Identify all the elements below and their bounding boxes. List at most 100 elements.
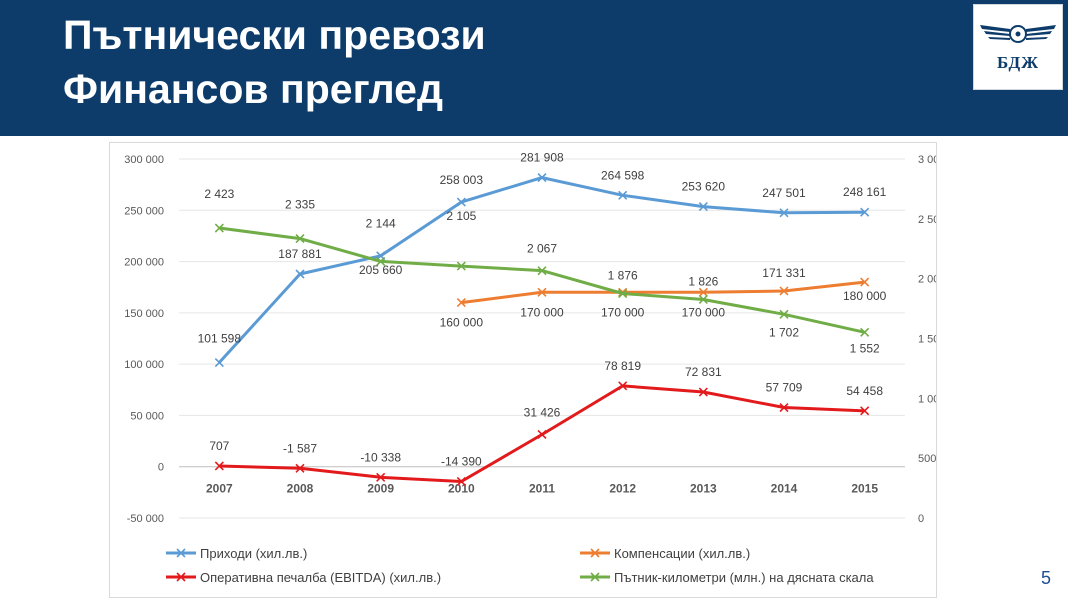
slide-title-line-1: Пътнически превози <box>63 12 486 58</box>
x-tick-label: 2011 <box>529 482 555 496</box>
series-marker <box>214 223 224 233</box>
data-label: 1 702 <box>769 325 799 339</box>
series-marker <box>295 463 305 473</box>
y-right-tick-label: 2 500 <box>918 214 936 226</box>
y-right-tick-label: 500 <box>918 453 936 465</box>
y-right-tick-label: 0 <box>918 513 924 525</box>
series-marker <box>860 207 870 217</box>
legend-label: Приходи (хил.лв.) <box>200 546 307 561</box>
x-tick-label: 2008 <box>287 482 314 496</box>
data-label: 170 000 <box>520 305 564 319</box>
y-left-tick-label: 250 000 <box>124 205 164 217</box>
data-label: 180 000 <box>843 289 887 303</box>
data-label: -1 587 <box>283 441 317 455</box>
data-label: 2 067 <box>527 242 557 256</box>
x-tick-label: 2007 <box>206 482 233 496</box>
y-left-tick-label: 0 <box>158 462 164 474</box>
data-label: 187 881 <box>278 247 322 261</box>
legend-marker <box>176 548 186 558</box>
data-label: 170 000 <box>682 305 726 319</box>
y-left-tick-label: 100 000 <box>124 359 164 371</box>
legend-marker <box>590 572 600 582</box>
series-marker <box>618 190 628 200</box>
slide-header: Пътнически превози Финансов преглед БДЖ <box>0 0 1068 136</box>
y-left-tick-label: -50 000 <box>127 513 164 525</box>
y-right-tick-label: 3 000 <box>918 154 936 166</box>
legend-label: Компенсации (хил.лв.) <box>614 546 750 561</box>
series-marker <box>295 234 305 244</box>
x-tick-label: 2012 <box>609 482 636 496</box>
winged-wheel-logo-icon <box>980 25 1056 43</box>
chart-area: -50 000 0 50 000 100 000 150 000 200 000 250 0… <box>109 142 937 598</box>
series-marker <box>537 429 547 440</box>
series-marker <box>214 357 224 368</box>
legend-marker <box>176 572 186 582</box>
logo-text: БДЖ <box>996 53 1040 72</box>
data-label: 2 144 <box>366 216 396 230</box>
x-tick-label: 2014 <box>771 482 798 496</box>
data-label: 1 552 <box>850 341 880 355</box>
x-tick-label: 2013 <box>690 482 717 496</box>
series-marker <box>537 172 547 183</box>
series-marker <box>860 277 870 287</box>
series-marker <box>779 402 789 413</box>
data-label: 170 000 <box>601 305 645 319</box>
data-label: 205 660 <box>359 263 403 277</box>
line-chart: -50 000 0 50 000 100 000 150 000 200 000 250 0… <box>124 151 936 585</box>
data-label: 248 161 <box>843 185 887 199</box>
legend-label: Пътник-километри (млн.) на дясната скала <box>614 570 874 585</box>
series-marker <box>779 286 789 296</box>
data-label: 258 003 <box>440 173 484 187</box>
series-marker <box>698 387 708 397</box>
y-left-tick-label: 50 000 <box>130 410 164 422</box>
y-right-tick-label: 2 000 <box>918 274 936 286</box>
data-label: 101 598 <box>198 332 242 346</box>
series-marker <box>295 269 305 279</box>
data-label: 1 876 <box>608 269 638 283</box>
data-label: 54 458 <box>846 384 883 398</box>
data-label: 264 598 <box>601 168 645 182</box>
bdz-logo: БДЖ <box>973 4 1063 90</box>
data-label: 2 335 <box>285 198 315 212</box>
data-label: 78 819 <box>604 359 641 373</box>
series-marker <box>376 256 386 267</box>
series-marker <box>779 309 789 319</box>
series-marker <box>860 327 870 337</box>
data-label: 707 <box>209 439 229 453</box>
data-label: -10 338 <box>360 450 401 464</box>
page-number: 5 <box>1041 568 1052 588</box>
series-marker <box>456 298 466 308</box>
series-marker <box>698 287 708 297</box>
data-label: 72 831 <box>685 365 722 379</box>
data-label: 247 501 <box>762 186 806 200</box>
data-label: 1 826 <box>688 274 718 288</box>
slide-title-line-2: Финансов преглед <box>63 66 443 112</box>
data-label: 160 000 <box>440 316 484 330</box>
series-marker <box>537 266 547 276</box>
y-right-tick-label: 1 000 <box>918 393 936 405</box>
data-label: 57 709 <box>766 381 803 395</box>
series-marker <box>618 288 628 299</box>
data-label: 2 423 <box>204 187 234 201</box>
y-left-tick-label: 300 000 <box>124 154 164 166</box>
series-marker <box>214 461 224 471</box>
series-line <box>461 280 865 305</box>
series-marker <box>860 406 870 416</box>
x-tick-label: 2009 <box>367 482 394 496</box>
y-left-tick-label: 200 000 <box>124 257 164 269</box>
series-marker <box>779 208 789 218</box>
legend-marker <box>590 548 600 558</box>
series-marker <box>456 197 466 207</box>
x-tick-label: 2010 <box>448 482 475 496</box>
series-marker <box>698 294 708 305</box>
series-marker <box>456 261 466 271</box>
series-marker <box>537 287 547 297</box>
data-label: 2 105 <box>446 209 476 223</box>
data-label: 253 620 <box>682 180 726 194</box>
legend-label: Оперативна печалба (EBITDA) (хил.лв.) <box>200 570 441 585</box>
data-label: 281 908 <box>520 151 564 165</box>
x-tick-label: 2015 <box>851 482 878 496</box>
y-left-tick-label: 150 000 <box>124 308 164 320</box>
series-marker <box>618 381 628 391</box>
y-right-tick-label: 1 500 <box>918 334 936 346</box>
